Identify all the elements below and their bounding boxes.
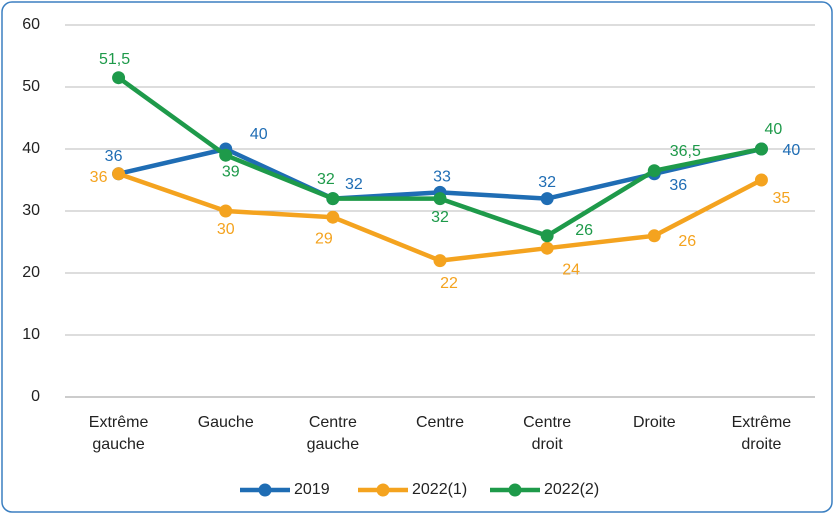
marker [219, 148, 233, 162]
x-tick-label: Centre droit [523, 414, 571, 453]
data-label: 26 [575, 222, 593, 239]
y-tick-label: 20 [22, 264, 40, 281]
data-label: 33 [433, 169, 451, 186]
data-label: 51,5 [99, 51, 130, 68]
data-label: 36 [105, 148, 123, 165]
legend-label: 2019 [294, 481, 330, 498]
data-label: 29 [315, 230, 333, 247]
data-label: 30 [217, 221, 235, 238]
data-label: 36 [90, 169, 108, 186]
marker [326, 210, 340, 224]
marker [647, 229, 661, 243]
data-label: 32 [345, 176, 363, 193]
data-label: 22 [440, 275, 458, 292]
legend-marker [258, 483, 272, 497]
y-tick-label: 10 [22, 326, 40, 343]
legend-label: 2022(2) [544, 481, 599, 498]
legend-marker [376, 483, 390, 497]
y-tick-label: 40 [22, 140, 40, 157]
data-label: 32 [431, 209, 449, 226]
data-label: 32 [538, 174, 556, 191]
data-label: 36 [669, 177, 687, 194]
x-tick-label: Extrême droite [732, 414, 792, 453]
data-label: 40 [783, 142, 801, 159]
marker [433, 192, 447, 206]
data-label: 39 [222, 163, 240, 180]
marker [754, 173, 768, 187]
marker [647, 164, 661, 178]
x-tick-label: Gauche [198, 414, 254, 431]
data-label: 40 [250, 126, 268, 143]
data-label: 36,5 [670, 143, 701, 160]
data-label: 32 [317, 171, 335, 188]
data-label: 35 [773, 190, 791, 207]
marker [326, 192, 340, 206]
marker [112, 167, 126, 181]
data-label: 26 [678, 233, 696, 250]
marker [540, 192, 554, 206]
x-tick-label: Extrême gauche [89, 414, 149, 453]
marker [219, 204, 233, 218]
x-tick-label: Droite [633, 414, 676, 431]
data-label: 24 [562, 261, 580, 278]
marker [540, 241, 554, 255]
marker [540, 229, 554, 243]
marker [433, 254, 447, 268]
marker [112, 71, 126, 85]
marker [754, 142, 768, 156]
y-tick-label: 0 [31, 388, 40, 405]
x-tick-label: Centre gauche [307, 414, 360, 453]
data-label: 40 [765, 121, 783, 138]
legend-label: 2022(1) [412, 481, 467, 498]
y-tick-label: 30 [22, 202, 40, 219]
y-tick-label: 50 [22, 78, 40, 95]
y-tick-label: 60 [22, 16, 40, 33]
legend-marker [508, 483, 522, 497]
x-tick-label: Centre [416, 414, 464, 431]
